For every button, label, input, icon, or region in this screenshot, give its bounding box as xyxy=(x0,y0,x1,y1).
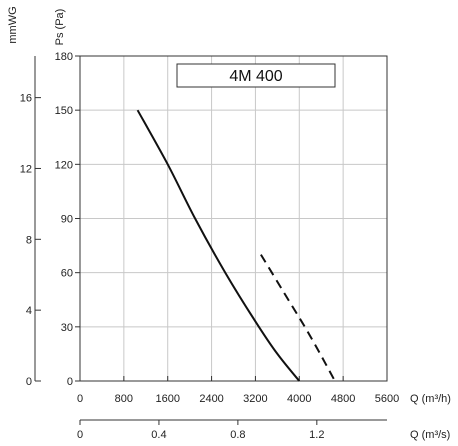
ps-axis-title: Ps (Pa) xyxy=(54,9,66,46)
ps-tick-label: 150 xyxy=(55,105,73,117)
qs-tick-label: 0.8 xyxy=(230,429,245,441)
qh-tick-label: 2400 xyxy=(199,393,223,405)
qs-tick-label: 0.4 xyxy=(151,429,166,441)
axes: 0 30 60 90 120 150 180 0 4 8 12 16 mmWG Ps (Pa) 0 800 16… xyxy=(7,6,451,441)
qh-tick-label: 4000 xyxy=(287,393,311,405)
qs-axis-title: Q (m³/s) xyxy=(410,429,450,441)
ps-tick-label: 0 xyxy=(67,376,73,388)
chart-title: 4M 400 xyxy=(229,68,282,85)
qh-tick-label: 4800 xyxy=(331,393,355,405)
ps-tick-label: 60 xyxy=(61,268,73,280)
qh-tick-label: 800 xyxy=(115,393,133,405)
qh-axis-title: Q (m³/h) xyxy=(410,393,451,405)
mmwg-tick-label: 12 xyxy=(20,163,32,175)
title-layer: 4M 400 xyxy=(176,63,336,88)
qs-tick-label: 1.2 xyxy=(309,429,324,441)
qh-tick-label: 0 xyxy=(77,393,83,405)
grid xyxy=(80,56,387,381)
ps-tick-label: 30 xyxy=(61,322,73,334)
series-layer xyxy=(136,109,336,382)
solid-curve xyxy=(136,109,301,382)
qh-tick-label: 5600 xyxy=(375,393,399,405)
qh-tick-label: 1600 xyxy=(155,393,179,405)
qh-tick-label: 3200 xyxy=(243,393,267,405)
mmwg-tick-label: 4 xyxy=(26,305,32,317)
ps-tick-label: 120 xyxy=(55,159,73,171)
qs-tick-label: 0 xyxy=(77,429,83,441)
mmwg-tick-label: 16 xyxy=(20,93,32,105)
ps-tick-label: 180 xyxy=(55,51,73,63)
ps-tick-label: 90 xyxy=(61,214,73,226)
mmwg-tick-label: 0 xyxy=(26,376,32,388)
mmwg-tick-label: 8 xyxy=(26,234,32,246)
title-box xyxy=(176,63,336,88)
dashed-curve xyxy=(260,254,336,382)
mmwg-axis-title: mmWG xyxy=(7,6,19,43)
